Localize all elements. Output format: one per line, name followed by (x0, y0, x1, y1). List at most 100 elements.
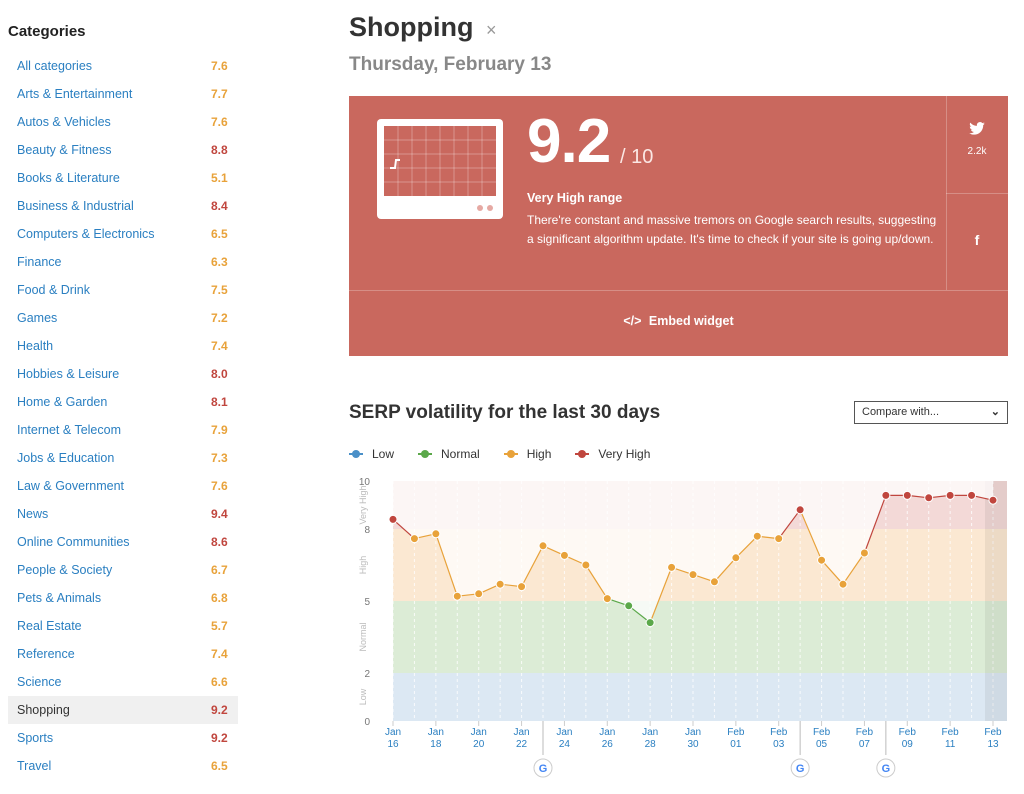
data-point (902, 490, 912, 500)
category-label: People & Society (17, 563, 113, 577)
x-tick-month: Feb (899, 727, 917, 738)
category-score: 7.3 (211, 451, 228, 465)
series-line-segment (713, 557, 737, 583)
series-line-segment (863, 495, 887, 554)
x-tick-day: 13 (987, 739, 999, 750)
google-icon: G (796, 763, 805, 775)
legend-item[interactable]: Low (349, 447, 394, 461)
category-item[interactable]: Internet & Telecom 7.9 (8, 416, 238, 444)
google-update-icon[interactable] (533, 758, 553, 778)
twitter-share-button[interactable]: 2.2k (946, 122, 1008, 157)
data-point (731, 553, 741, 563)
category-score: 9.4 (211, 507, 228, 521)
category-label: Travel (17, 759, 52, 773)
category-item[interactable]: Sports 9.2 (8, 724, 238, 752)
category-item[interactable]: Autos & Vehicles 7.6 (8, 108, 238, 136)
x-tick-day: 28 (645, 739, 657, 750)
category-score: 7.4 (211, 339, 228, 353)
series-line-segment (735, 535, 758, 559)
category-item[interactable]: Food & Drink 7.5 (8, 276, 238, 304)
y-tick-label: 5 (364, 597, 370, 608)
category-item[interactable]: Online Communities 8.6 (8, 528, 238, 556)
category-item[interactable]: Books & Literature 5.1 (8, 164, 238, 192)
google-update-icon[interactable] (790, 758, 810, 778)
chart-title: SERP volatility for the last 30 days (349, 402, 661, 423)
band-normal (393, 601, 1007, 673)
category-score: 5.1 (211, 171, 228, 185)
x-tick-month: Jan (685, 727, 701, 738)
x-tick-day: 22 (516, 739, 528, 750)
category-item[interactable]: Arts & Entertainment 7.7 (8, 80, 238, 108)
category-score: 7.6 (211, 479, 228, 493)
category-label: Home & Garden (17, 395, 108, 409)
series-line-segment (799, 509, 823, 561)
data-point (517, 582, 527, 592)
x-tick-day: 16 (387, 739, 399, 750)
category-item[interactable]: Finance 6.3 (8, 248, 238, 276)
x-tick-month: Feb (727, 727, 745, 738)
data-point (538, 541, 548, 551)
data-point (795, 505, 805, 515)
facebook-share-button[interactable]: f (946, 232, 1008, 248)
category-item[interactable]: Business & Industrial 8.4 (8, 192, 238, 220)
category-item[interactable]: Games 7.2 (8, 304, 238, 332)
category-label: Internet & Telecom (17, 423, 121, 437)
category-score: 8.1 (211, 395, 228, 409)
category-score: 7.6 (211, 115, 228, 129)
category-item[interactable]: All categories 7.6 (8, 52, 238, 80)
x-tick-month: Feb (984, 727, 1002, 738)
x-tick-day: 20 (473, 739, 485, 750)
legend-marker (503, 450, 518, 458)
legend-label: Very High (598, 447, 651, 461)
category-item[interactable]: Health 7.4 (8, 332, 238, 360)
score-out-of: / 10 (620, 146, 654, 168)
category-item[interactable]: Real Estate 5.7 (8, 612, 238, 640)
band-label: Low (358, 688, 368, 705)
data-point (881, 490, 891, 500)
series-line-segment (585, 564, 608, 599)
current-day-highlight (985, 481, 1007, 721)
category-label: Shopping (17, 703, 70, 717)
divider (946, 96, 947, 290)
category-item[interactable]: Law & Government 7.6 (8, 472, 238, 500)
series-line-segment (649, 567, 673, 623)
category-item[interactable]: Reference 7.4 (8, 640, 238, 668)
volatility-score: 9.2 (527, 107, 611, 176)
category-item[interactable]: People & Society 6.7 (8, 556, 238, 584)
data-point (709, 577, 719, 587)
category-score: 8.0 (211, 367, 228, 381)
category-label: Online Communities (17, 535, 130, 549)
x-tick-day: 03 (773, 739, 785, 750)
category-item[interactable]: Science 6.6 (8, 668, 238, 696)
category-item[interactable]: Shopping 9.2 (8, 696, 238, 724)
x-tick-day: 09 (902, 739, 914, 750)
divider (946, 193, 1008, 194)
legend-label: High (526, 447, 552, 461)
category-item[interactable]: Jobs & Education 7.3 (8, 444, 238, 472)
data-point (967, 490, 977, 500)
legend-item[interactable]: Normal (418, 447, 480, 461)
category-item[interactable]: Home & Garden 8.1 (8, 388, 238, 416)
close-icon[interactable]: × (486, 20, 497, 40)
legend-label: Low (372, 447, 395, 461)
category-score: 8.4 (211, 199, 228, 213)
data-point (474, 589, 484, 599)
category-list: All categories 7.6 Arts & Entertainment 7.7… (8, 52, 238, 780)
compare-with-select[interactable]: Compare with... ⌄ (854, 401, 1008, 424)
x-tick-day: 01 (730, 739, 742, 750)
legend-item[interactable]: High (503, 447, 552, 461)
embed-widget-button[interactable]: </> Embed widget (349, 314, 1008, 328)
category-item[interactable]: Pets & Animals 6.8 (8, 584, 238, 612)
category-score: 5.7 (211, 619, 228, 633)
data-point (624, 601, 634, 611)
category-item[interactable]: Travel 6.5 (8, 752, 238, 780)
category-label: Real Estate (17, 619, 82, 633)
category-item[interactable]: Hobbies & Leisure 8.0 (8, 360, 238, 388)
category-item[interactable]: Beauty & Fitness 8.8 (8, 136, 238, 164)
category-score: 8.6 (211, 535, 228, 549)
category-item[interactable]: News 9.4 (8, 500, 238, 528)
google-update-icon[interactable] (876, 758, 896, 778)
category-item[interactable]: Computers & Electronics 6.5 (8, 220, 238, 248)
legend-item[interactable]: Very High (575, 447, 650, 461)
x-tick-day: 07 (859, 739, 871, 750)
